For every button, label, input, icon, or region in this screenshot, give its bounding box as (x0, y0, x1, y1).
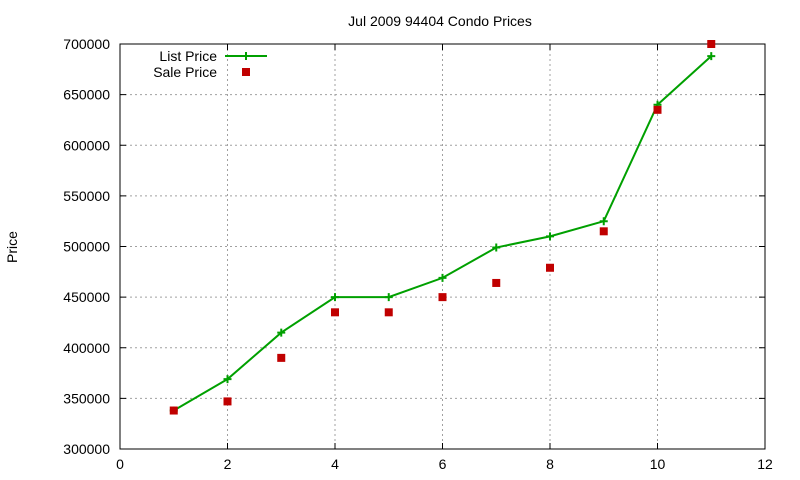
sale-price-point (331, 308, 339, 317)
sale-price-point (599, 227, 608, 236)
x-tick-label: 10 (650, 456, 666, 472)
sale-price-point (546, 263, 554, 272)
y-tick-label: 600000 (63, 137, 110, 153)
y-tick-label: 550000 (63, 188, 110, 204)
y-axis-label: Price (4, 231, 20, 263)
y-tick-label: 500000 (63, 239, 110, 255)
x-tick-label: 6 (439, 456, 447, 472)
legend-marker-list-price (242, 52, 250, 60)
x-tick-label: 8 (546, 456, 554, 472)
y-tick-label: 450000 (63, 289, 110, 305)
sale-price-point (384, 308, 393, 317)
legend-marker-sale-price (242, 68, 250, 76)
y-tick-label: 700000 (63, 36, 110, 52)
sale-price-point (653, 105, 662, 114)
y-tick-label: 300000 (63, 441, 110, 457)
y-tick-label: 650000 (63, 87, 110, 103)
list-price-point (707, 52, 716, 61)
sale-price-point (707, 40, 716, 48)
x-tick-label: 0 (116, 456, 124, 472)
x-tick-label: 12 (757, 456, 773, 472)
plot-area (169, 40, 716, 415)
legend-label-sale-price: Sale Price (153, 64, 217, 80)
list-price-point (492, 243, 501, 252)
list-price-point (599, 217, 608, 226)
list-price-point (546, 232, 554, 241)
sale-price-point (438, 293, 447, 302)
list-price-point (277, 328, 286, 337)
list-price-point (223, 375, 232, 384)
x-tick-label: 4 (331, 456, 339, 472)
list-price-point (438, 273, 447, 282)
y-tick-label: 350000 (63, 390, 110, 406)
sale-price-point (169, 406, 178, 415)
sale-price-point (223, 397, 232, 406)
x-tick-label: 2 (224, 456, 232, 472)
axes: 300000 350000 400000 450000 500000 550000 6000… (63, 36, 773, 472)
list-price-point (331, 293, 339, 302)
y-tick-label: 400000 (63, 340, 110, 356)
list-price-point (384, 293, 393, 302)
chart-title: Jul 2009 94404 Condo Prices (348, 13, 532, 29)
legend-label-list-price: List Price (159, 48, 217, 64)
sale-price-point (492, 278, 501, 287)
sale-price-point (277, 353, 286, 362)
